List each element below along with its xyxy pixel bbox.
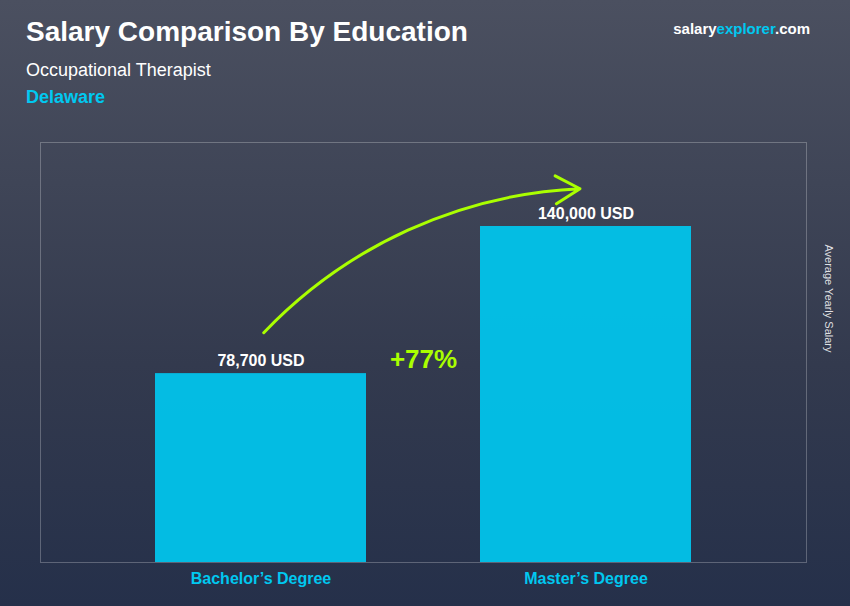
svg-text:78,700 USD: 78,700 USD — [217, 352, 304, 369]
svg-text:+77%: +77% — [390, 344, 457, 374]
svg-text:Average Yearly Salary: Average Yearly Salary — [823, 244, 835, 353]
html-text:Occupational Therapist: Occupational Therapist — [26, 60, 211, 80]
svg-text:Bachelor’s Degree: Bachelor’s Degree — [191, 570, 332, 587]
html-text:Salary Comparison By Education: Salary Comparison By Education — [26, 16, 468, 47]
html-text:Delaware: Delaware — [26, 87, 106, 107]
html-text:salary explorer.com: salary explorer.com — [673, 20, 810, 37]
svg-text:140,000 USD: 140,000 USD — [538, 205, 634, 222]
svg-text:Master’s Degree: Master’s Degree — [524, 570, 648, 587]
